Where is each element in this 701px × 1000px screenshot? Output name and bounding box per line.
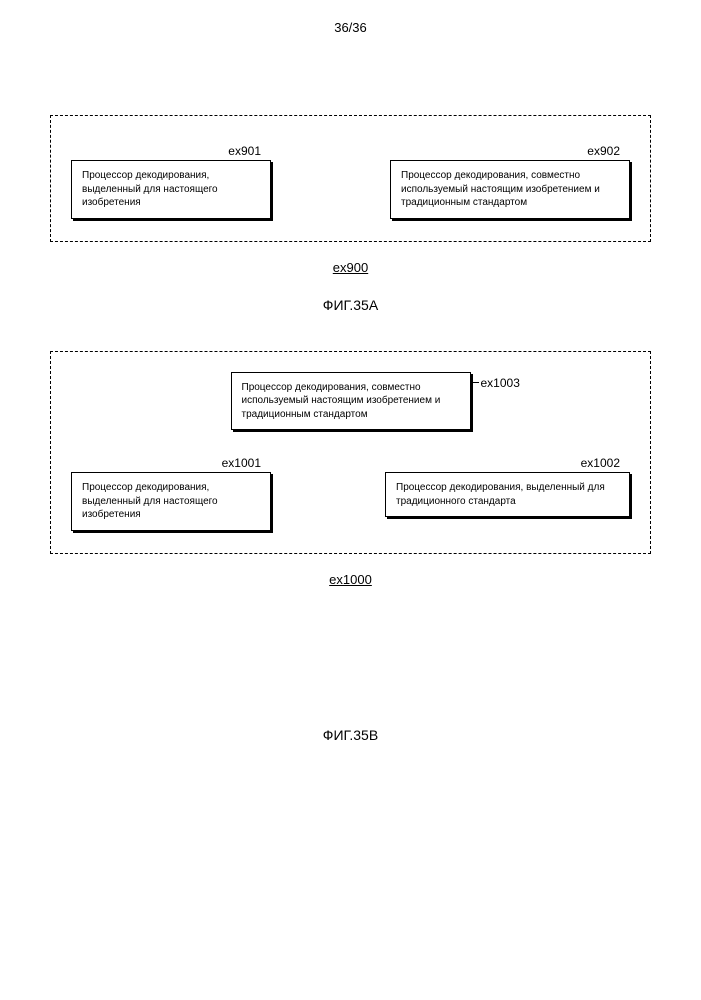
block-ex902-wrap: ex902 Процессор декодирования, совместно…: [390, 144, 630, 219]
block-ex901: Процессор декодирования, выделенный для …: [71, 160, 271, 219]
ex1003-leader-line: [471, 382, 479, 383]
block-ex902: Процессор декодирования, совместно испол…: [390, 160, 630, 219]
block-ex1001: Процессор декодирования, выделенный для …: [71, 472, 271, 531]
block-ex902-label: ex902: [390, 144, 630, 158]
block-ex1003: Процессор декодирования, совместно испол…: [231, 372, 471, 431]
block-ex1001-label: ex1001: [71, 456, 271, 470]
fig-b-bottom-row: ex1001 Процессор декодирования, выделенн…: [71, 456, 630, 531]
fig-a-box-label: ex900: [50, 260, 651, 275]
block-ex1003-label: ex1003: [481, 376, 520, 390]
page-number: 36/36: [50, 20, 651, 35]
fig-b-box-label: ex1000: [50, 572, 651, 587]
fig-b-container: Процессор декодирования, совместно испол…: [50, 351, 651, 554]
fig-a-row: ex901 Процессор декодирования, выделенны…: [71, 144, 630, 219]
block-ex1002-label: ex1002: [385, 456, 630, 470]
fig-a-container: ex901 Процессор декодирования, выделенны…: [50, 115, 651, 242]
block-ex1002-wrap: ex1002 Процессор декодирования, выделенн…: [385, 456, 630, 531]
fig-a-caption: ФИГ.35A: [50, 297, 651, 313]
block-ex1002: Процессор декодирования, выделенный для …: [385, 472, 630, 517]
block-ex901-wrap: ex901 Процессор декодирования, выделенны…: [71, 144, 271, 219]
fig-b-caption: ФИГ.35B: [50, 727, 651, 743]
fig-b-top-row: Процессор декодирования, совместно испол…: [71, 372, 630, 431]
block-ex901-label: ex901: [71, 144, 271, 158]
block-ex1001-wrap: ex1001 Процессор декодирования, выделенн…: [71, 456, 271, 531]
block-ex1003-wrap: Процессор декодирования, совместно испол…: [231, 372, 471, 431]
